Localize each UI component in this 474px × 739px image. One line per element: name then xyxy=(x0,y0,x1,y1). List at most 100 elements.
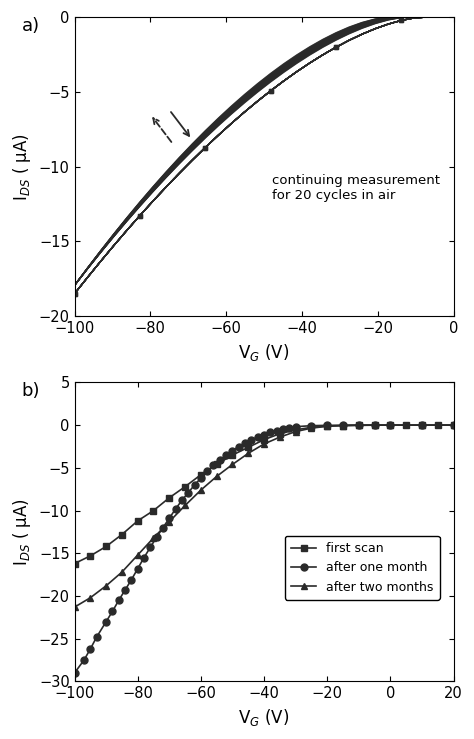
Text: continuing measurement
for 20 cycles in air: continuing measurement for 20 cycles in … xyxy=(272,174,439,202)
after one month xyxy=(210,461,216,470)
first scan xyxy=(403,420,409,429)
X-axis label: V$_G$ (V): V$_G$ (V) xyxy=(238,341,290,363)
Y-axis label: I$_{DS}$ ( μA): I$_{DS}$ ( μA) xyxy=(11,498,33,566)
first scan xyxy=(309,423,314,432)
first scan xyxy=(451,420,456,429)
first scan xyxy=(103,542,109,551)
after one month xyxy=(372,420,377,429)
after two months xyxy=(182,501,188,510)
first scan xyxy=(340,421,346,430)
after two months xyxy=(451,420,456,429)
after one month xyxy=(451,420,456,429)
after one month xyxy=(255,433,261,442)
after one month xyxy=(116,596,122,605)
after one month xyxy=(293,422,299,431)
after two months xyxy=(261,440,267,449)
Line: after one month: after one month xyxy=(71,422,457,676)
after one month xyxy=(388,420,393,429)
after one month xyxy=(94,633,100,641)
after two months xyxy=(277,433,283,442)
after two months xyxy=(293,427,299,436)
after two months xyxy=(135,551,140,559)
first scan xyxy=(151,506,156,515)
after one month xyxy=(198,474,204,483)
after one month xyxy=(166,514,172,522)
after two months xyxy=(103,582,109,590)
first scan xyxy=(435,420,440,429)
after two months xyxy=(356,421,362,430)
after one month xyxy=(324,421,330,430)
after one month xyxy=(217,456,223,465)
after one month xyxy=(236,442,242,451)
after two months xyxy=(214,472,219,481)
after one month xyxy=(223,451,229,460)
after two months xyxy=(372,420,377,429)
first scan xyxy=(293,426,299,435)
first scan xyxy=(135,517,140,525)
after two months xyxy=(246,449,251,457)
after one month xyxy=(340,420,346,429)
after two months xyxy=(324,422,330,431)
first scan xyxy=(372,420,377,429)
Line: first scan: first scan xyxy=(71,422,457,567)
first scan xyxy=(182,483,188,491)
after one month xyxy=(109,607,115,616)
Legend: first scan, after one month, after two months: first scan, after one month, after two m… xyxy=(285,536,440,600)
first scan xyxy=(356,420,362,429)
first scan xyxy=(88,551,93,560)
first scan xyxy=(277,429,283,438)
after one month xyxy=(242,439,248,448)
first scan xyxy=(388,420,393,429)
after one month xyxy=(261,430,267,439)
after one month xyxy=(274,426,280,435)
first scan xyxy=(229,451,235,460)
after one month xyxy=(147,543,153,552)
first scan xyxy=(261,435,267,444)
after two months xyxy=(151,534,156,542)
after two months xyxy=(388,420,393,429)
after two months xyxy=(72,603,77,612)
after one month xyxy=(141,554,147,562)
Line: after two months: after two months xyxy=(71,422,457,610)
after one month xyxy=(267,428,273,437)
after two months xyxy=(198,486,204,494)
after one month xyxy=(191,480,197,489)
after one month xyxy=(81,655,87,664)
after two months xyxy=(419,420,425,429)
after one month xyxy=(173,505,178,514)
after one month xyxy=(72,669,77,678)
after one month xyxy=(103,617,109,626)
first scan xyxy=(72,559,77,568)
first scan xyxy=(324,421,330,430)
after one month xyxy=(179,496,185,505)
after one month xyxy=(88,644,93,653)
first scan xyxy=(246,443,251,452)
after one month xyxy=(286,423,292,432)
after one month xyxy=(160,523,166,532)
first scan xyxy=(419,420,425,429)
after two months xyxy=(340,421,346,430)
Text: b): b) xyxy=(21,383,40,401)
after one month xyxy=(135,565,140,573)
after one month xyxy=(122,585,128,594)
first scan xyxy=(198,470,204,479)
after one month xyxy=(128,576,134,585)
X-axis label: V$_G$ (V): V$_G$ (V) xyxy=(238,707,290,728)
after one month xyxy=(229,446,235,455)
after two months xyxy=(309,423,314,432)
after one month xyxy=(204,467,210,476)
after one month xyxy=(309,421,314,430)
after two months xyxy=(119,568,125,576)
first scan xyxy=(214,460,219,469)
after one month xyxy=(185,488,191,497)
after one month xyxy=(248,435,254,444)
Y-axis label: I$_{DS}$ ( μA): I$_{DS}$ ( μA) xyxy=(11,132,33,200)
first scan xyxy=(166,494,172,503)
Text: a): a) xyxy=(21,17,40,35)
after one month xyxy=(356,420,362,429)
after two months xyxy=(88,593,93,602)
after one month xyxy=(280,425,286,434)
after one month xyxy=(419,420,425,429)
after two months xyxy=(229,460,235,469)
after one month xyxy=(154,533,159,542)
